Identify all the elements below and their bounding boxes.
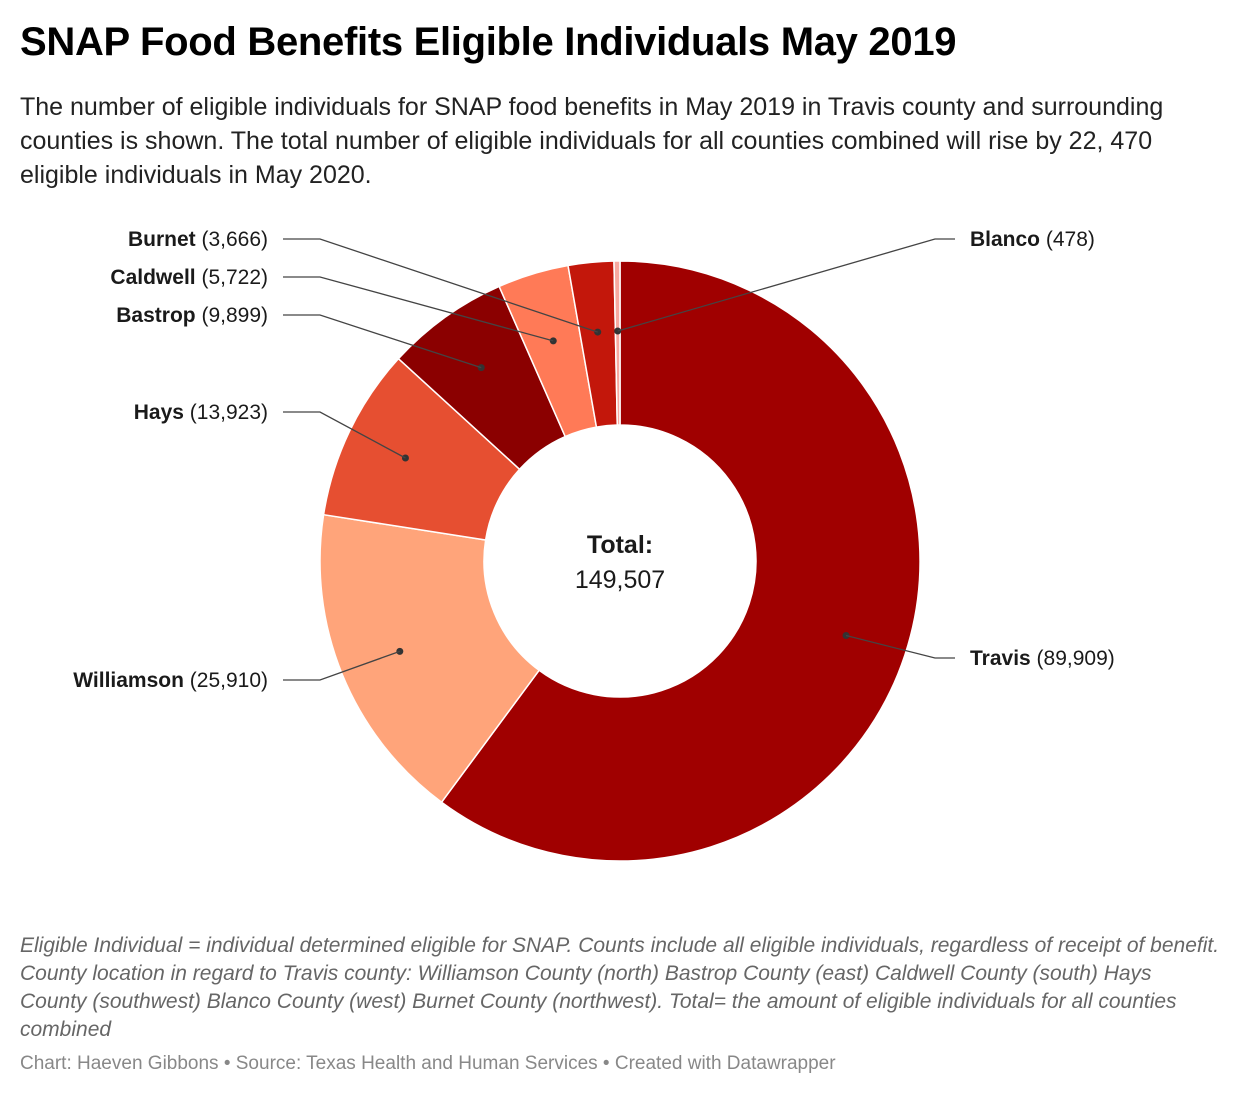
slice-label-williamson: Williamson (25,910)	[73, 669, 268, 692]
slice-label-name: Williamson	[73, 669, 184, 692]
donut-slices	[319, 260, 921, 862]
label-leader-lines	[283, 238, 955, 681]
donut-chart: Travis (89,909) Williamson (25,910) Hays (…	[73, 228, 1115, 862]
leader-line-caldwell	[283, 276, 554, 342]
slice-travis[interactable]	[440, 260, 921, 862]
slice-label-travis: Travis (89,909)	[970, 647, 1115, 670]
leader-line-burnet	[283, 238, 598, 333]
leader-dot-burnet	[594, 328, 602, 336]
chart-notes: Eligible Individual = individual determi…	[20, 934, 1220, 1041]
slice-label-name: Blanco	[970, 228, 1040, 251]
slice-blanco[interactable]	[613, 260, 621, 426]
chart-title: SNAP Food Benefits Eligible Individuals …	[20, 20, 957, 64]
leader-line-williamson	[283, 650, 401, 681]
slice-label-hays: Hays (13,923)	[134, 401, 268, 424]
slice-label-name: Bastrop	[116, 304, 195, 327]
slice-label-bastrop: Bastrop (9,899)	[116, 304, 268, 327]
slice-label-name: Burnet	[128, 228, 196, 251]
leader-line-hays	[283, 411, 406, 459]
center-total-label: Total:	[587, 531, 653, 559]
leader-line-bastrop	[283, 314, 482, 369]
leader-line-blanco	[617, 238, 955, 332]
slice-label-value: (25,910)	[184, 669, 268, 692]
slice-label-value: (5,722)	[196, 266, 268, 289]
slice-label-value: (89,909)	[1031, 647, 1115, 670]
chart-footer: Chart: Haeven Gibbons • Source: Texas He…	[20, 1053, 836, 1074]
slice-label-value: (9,899)	[196, 304, 268, 327]
slice-label-name: Travis	[970, 647, 1031, 670]
slice-label-name: Hays	[134, 401, 184, 424]
slice-label-blanco: Blanco (478)	[970, 228, 1095, 251]
slice-label-value: (478)	[1040, 228, 1095, 251]
center-total-value: 149,507	[575, 566, 665, 594]
slice-label-caldwell: Caldwell (5,722)	[110, 266, 268, 289]
slice-labels: Travis (89,909) Williamson (25,910) Hays (…	[73, 228, 1115, 692]
slice-label-name: Caldwell	[110, 266, 195, 289]
slice-label-value: (13,923)	[184, 401, 268, 424]
slice-label-value: (3,666)	[196, 228, 268, 251]
slice-label-burnet: Burnet (3,666)	[128, 228, 268, 251]
chart-subtitle: The number of eligible individuals for S…	[20, 93, 1164, 189]
leader-line-travis	[845, 634, 955, 659]
slice-williamson[interactable]	[319, 513, 541, 804]
